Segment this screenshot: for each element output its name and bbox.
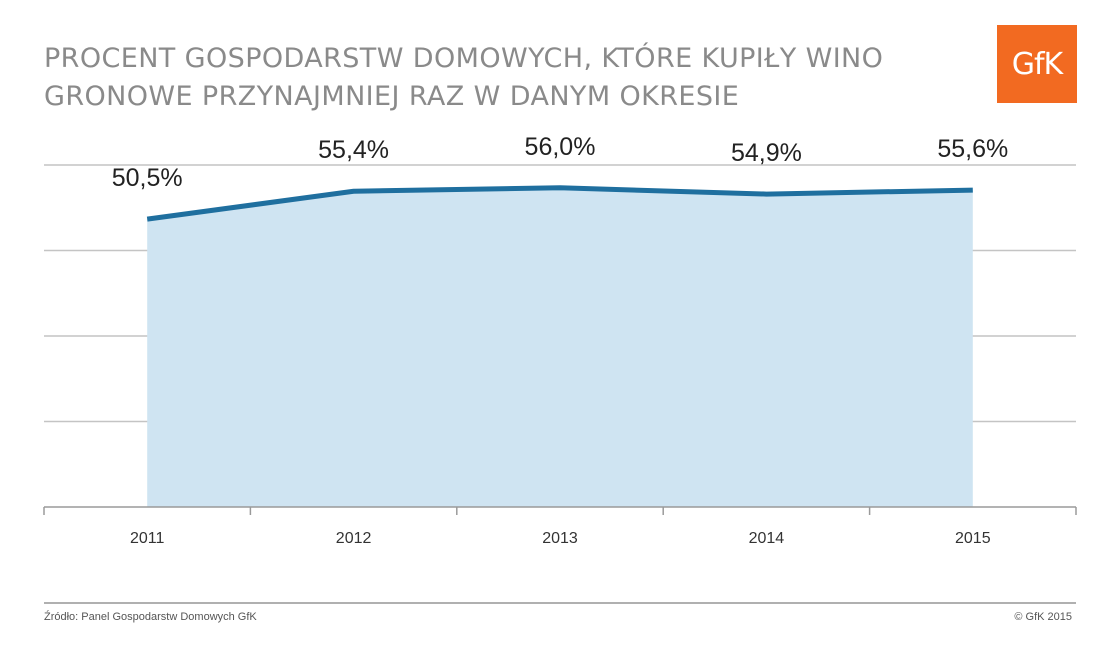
- chart-title: PROCENT GOSPODARSTW DOMOWYCH, KTÓRE KUPI…: [44, 40, 944, 116]
- gfk-logo: GfK: [997, 25, 1077, 103]
- x-tick-label: 2014: [749, 530, 785, 547]
- data-label: 55,4%: [318, 136, 389, 164]
- area-chart: 2011 2012 2013 2014 2015 50,5% 55,4% 56,0% 54,9…: [43, 133, 1077, 547]
- data-label: 55,6%: [937, 135, 1008, 163]
- area-fill: [147, 187, 973, 508]
- chart-x-axis: 2011 2012 2013 2014 2015: [43, 506, 1077, 547]
- series-line: [146, 185, 973, 222]
- footer-divider: [44, 602, 1076, 604]
- x-tick-label: 2013: [542, 530, 578, 547]
- gfk-logo-text: GfK: [1011, 46, 1063, 82]
- chart-data-labels: 50,5% 55,4% 56,0% 54,9% 55,6%: [112, 133, 1008, 192]
- copyright-note: © GfK 2015: [1014, 611, 1072, 623]
- source-note: Źródło: Panel Gospodarstw Domowych GfK: [44, 611, 257, 623]
- chart-title-line-1: PROCENT GOSPODARSTW DOMOWYCH, KTÓRE KUPI…: [44, 43, 884, 74]
- chart-area-series: [146, 185, 973, 508]
- data-label: 50,5%: [112, 164, 183, 192]
- data-label: 56,0%: [525, 133, 596, 161]
- data-label: 54,9%: [731, 139, 802, 167]
- x-tick-label: 2012: [336, 530, 372, 547]
- x-tick-label: 2015: [955, 530, 991, 547]
- chart-title-line-2: GRONOWE PRZYNAJMNIEJ RAZ W DANYM OKRESIE: [44, 81, 740, 112]
- x-tick-label: 2011: [130, 530, 165, 547]
